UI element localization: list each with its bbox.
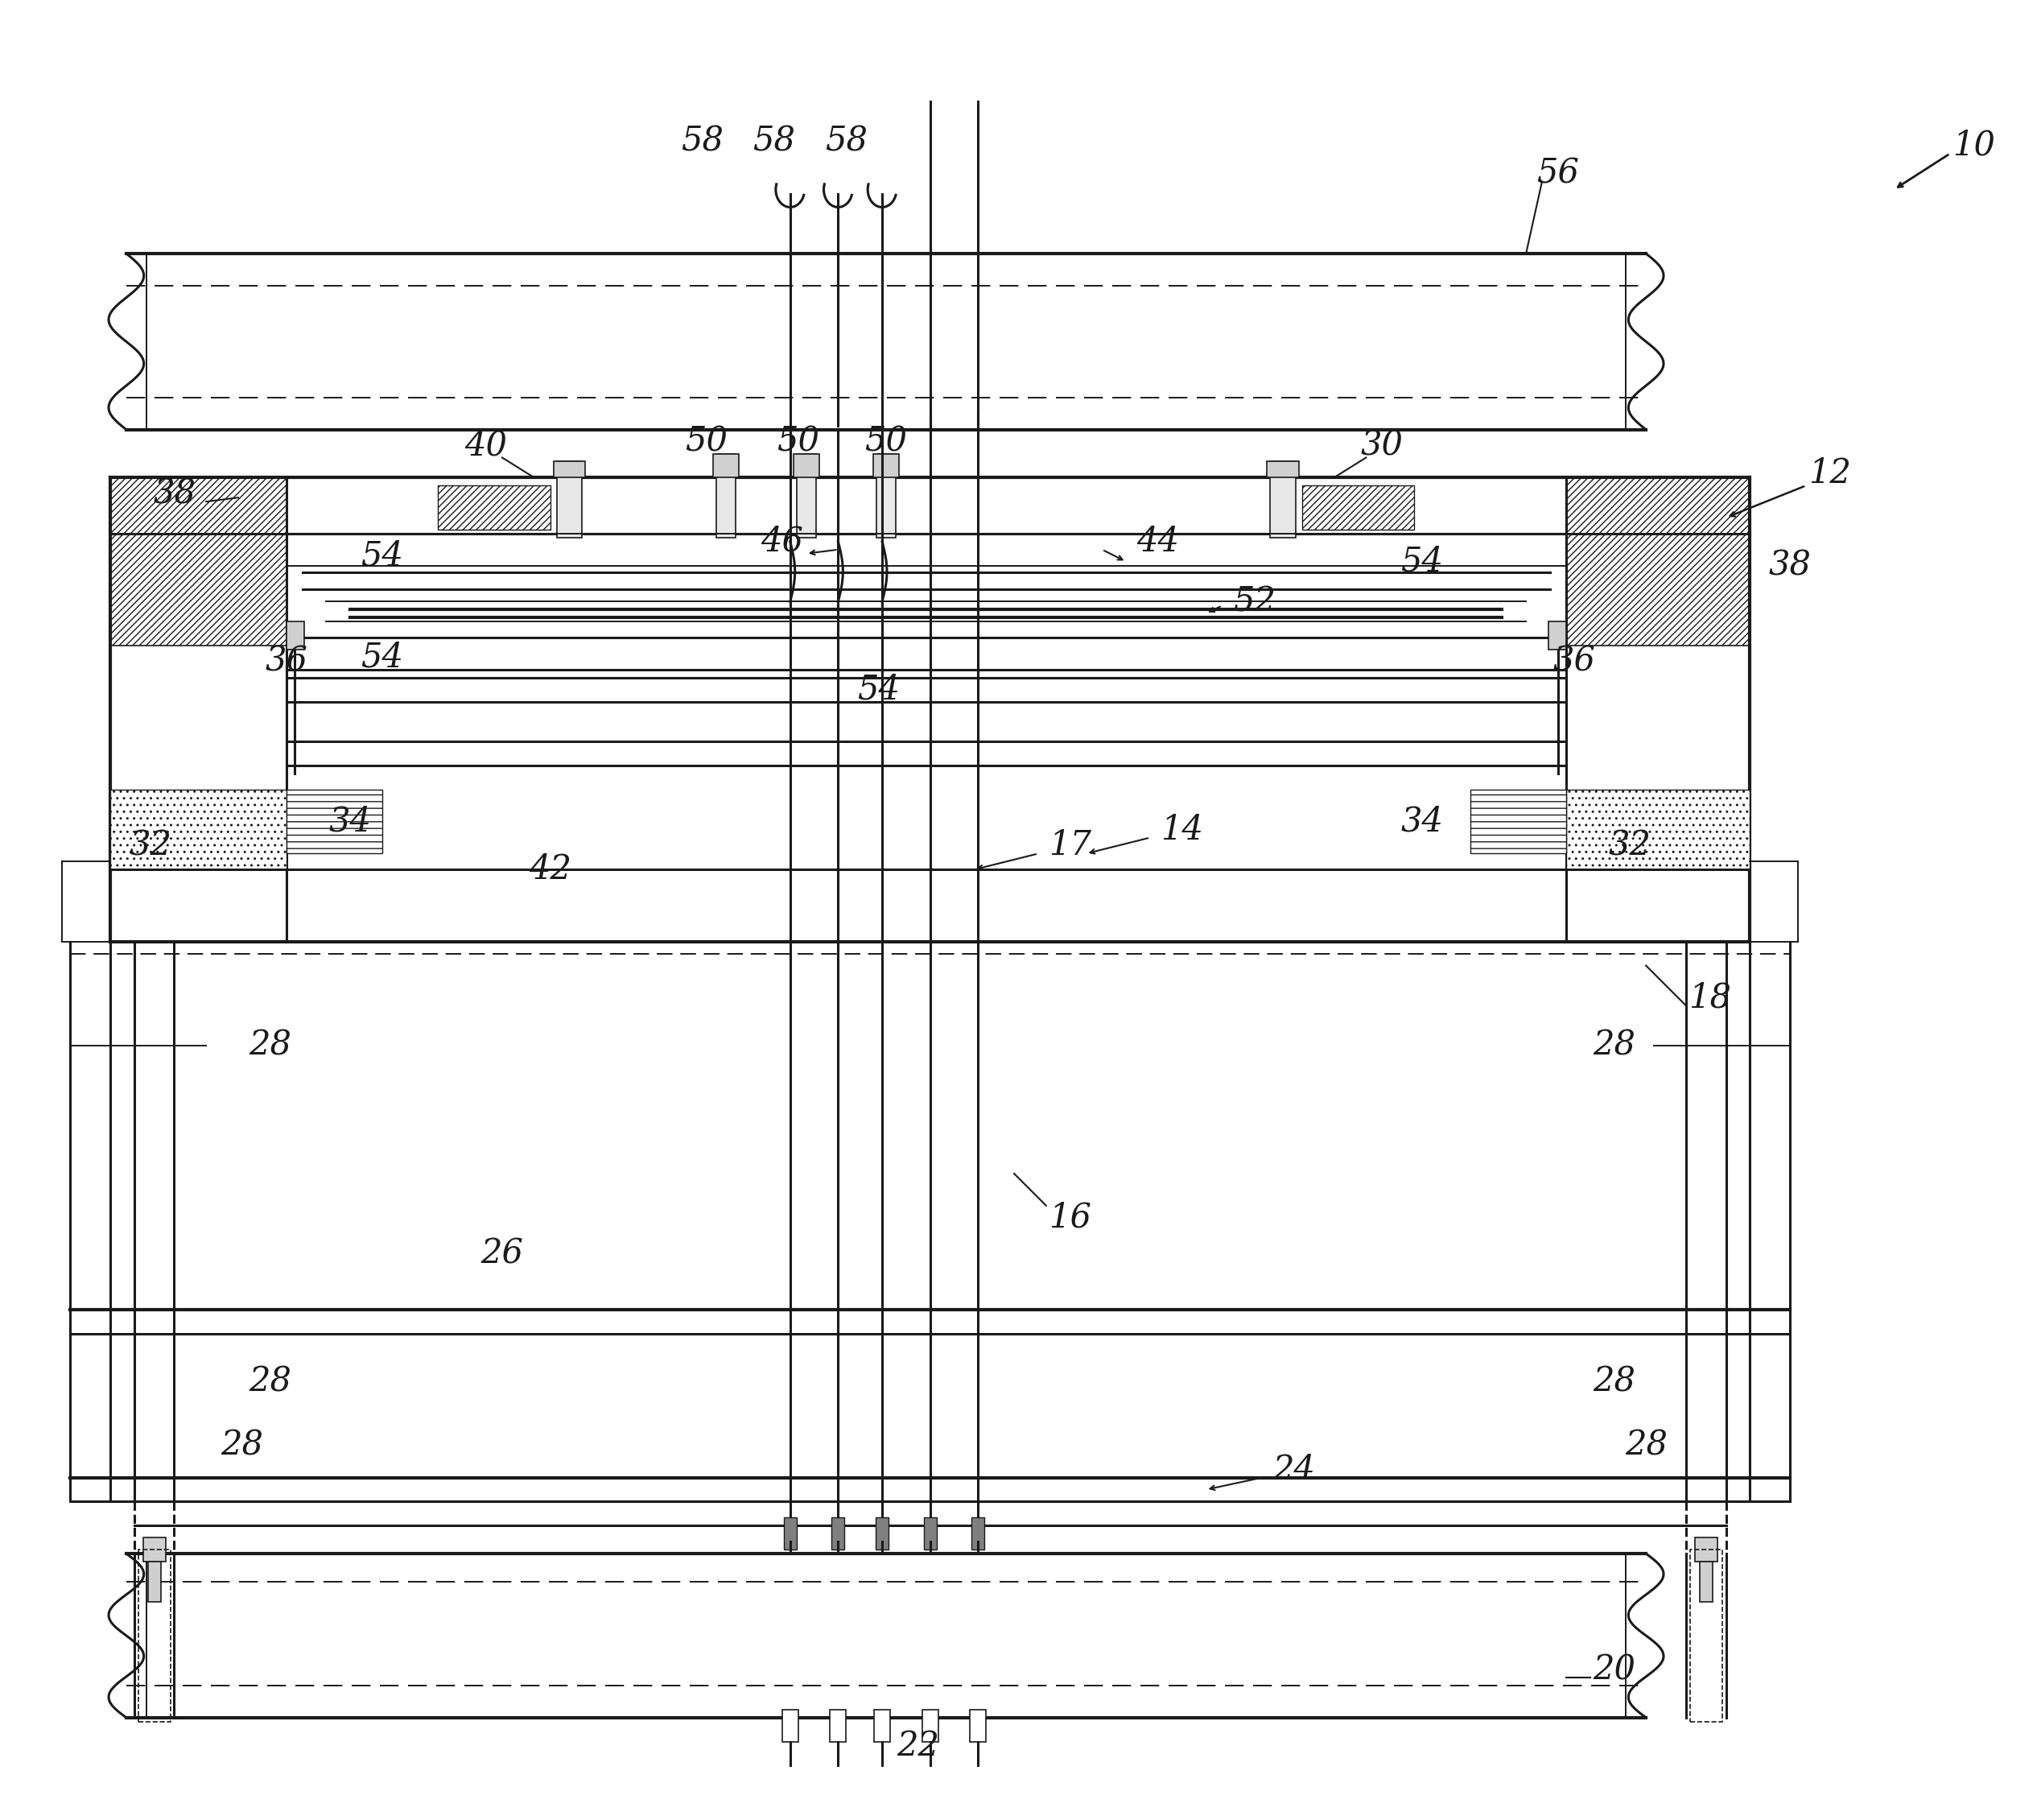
Text: 20: 20 [1592, 1653, 1635, 1687]
Text: 58: 58 [682, 126, 723, 158]
Bar [1270, 462, 1296, 537]
Text: 34: 34 [329, 804, 371, 839]
Text: 28: 28 [1592, 1028, 1635, 1063]
Text: 38: 38 [153, 477, 196, 510]
Text: 58: 58 [825, 126, 867, 158]
Text: 36: 36 [1553, 644, 1596, 679]
Text: 38: 38 [1770, 548, 1810, 582]
Bar [1549, 622, 1565, 650]
Bar [833, 1518, 845, 1549]
Bar [714, 453, 739, 477]
Text: 16: 16 [1049, 1201, 1092, 1234]
Text: 46: 46 [761, 524, 804, 559]
Text: 28: 28 [1625, 1429, 1667, 1463]
Bar [1690, 1549, 1723, 1722]
Text: 54: 54 [1400, 544, 1443, 579]
Bar [1694, 1538, 1716, 1562]
Bar [876, 453, 896, 537]
Text: 50: 50 [865, 424, 908, 459]
Text: 24: 24 [1274, 1452, 1314, 1487]
Text: 17: 17 [1049, 828, 1092, 863]
Bar [972, 1518, 984, 1549]
Bar [1565, 790, 1749, 870]
Bar [782, 1709, 798, 1742]
Text: 54: 54 [361, 539, 404, 573]
Bar [874, 453, 898, 477]
Bar [796, 453, 816, 537]
Bar [716, 453, 735, 537]
Text: 28: 28 [220, 1429, 263, 1463]
Text: 28: 28 [249, 1028, 292, 1063]
Bar [110, 477, 286, 646]
Text: 50: 50 [686, 424, 727, 459]
Text: 50: 50 [778, 424, 820, 459]
Text: 44: 44 [1137, 524, 1180, 559]
Text: 14: 14 [1161, 814, 1204, 846]
Bar [439, 486, 551, 530]
Bar [1267, 462, 1298, 477]
Text: 40: 40 [465, 430, 508, 462]
Bar [923, 1709, 939, 1742]
Text: 42: 42 [529, 854, 571, 886]
Text: 12: 12 [1808, 457, 1851, 491]
Text: 32: 32 [129, 828, 171, 863]
Text: 18: 18 [1688, 981, 1731, 1014]
Bar [969, 1709, 986, 1742]
Bar [147, 1562, 161, 1602]
Text: 56: 56 [1537, 157, 1580, 191]
Text: 26: 26 [482, 1238, 522, 1270]
Text: 30: 30 [1361, 430, 1404, 462]
Bar [553, 462, 586, 477]
Text: 22: 22 [896, 1729, 939, 1762]
Text: 52: 52 [1233, 584, 1276, 619]
Bar [143, 1538, 165, 1562]
Text: 54: 54 [857, 673, 900, 706]
Bar [286, 790, 382, 854]
Bar [557, 462, 582, 537]
Text: 10: 10 [1953, 129, 1996, 162]
Bar [794, 453, 818, 477]
Text: 28: 28 [249, 1365, 292, 1398]
Bar [1565, 477, 1749, 646]
Bar [784, 1518, 796, 1549]
Text: 34: 34 [1400, 804, 1443, 839]
Bar [876, 1518, 888, 1549]
Text: 36: 36 [265, 644, 308, 679]
Text: 28: 28 [1592, 1365, 1635, 1398]
Bar [831, 1709, 847, 1742]
Bar [1302, 486, 1414, 530]
Bar [286, 622, 304, 650]
Bar [925, 1518, 937, 1549]
Bar [1700, 1562, 1712, 1602]
Text: 54: 54 [361, 641, 404, 675]
Bar [874, 1709, 890, 1742]
Text: 32: 32 [1608, 828, 1651, 863]
Bar [139, 1549, 169, 1722]
Bar [110, 790, 286, 870]
Bar [1470, 790, 1565, 854]
Text: 58: 58 [753, 126, 796, 158]
